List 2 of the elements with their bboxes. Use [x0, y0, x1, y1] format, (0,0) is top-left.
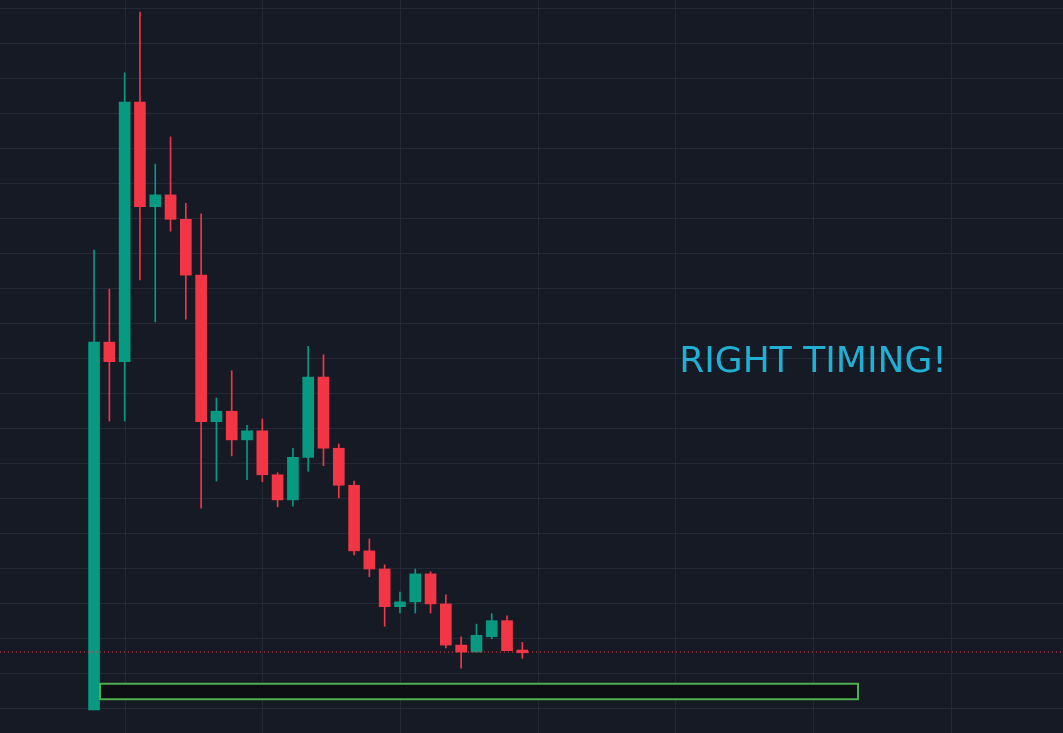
- candlestick: [394, 591, 406, 614]
- text: RIGHT TIMING!: [679, 339, 947, 381]
